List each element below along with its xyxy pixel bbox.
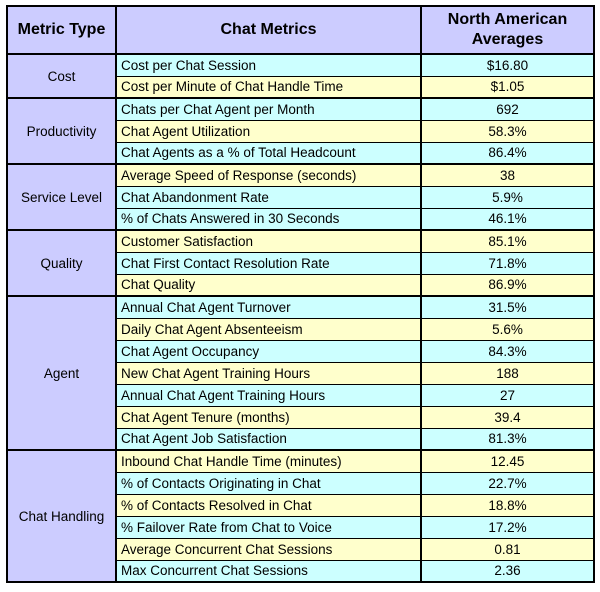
table-row: Chat Agent Occupancy 84.3% bbox=[7, 339, 595, 363]
table-row: % Failover Rate from Chat to Voice 17.2% bbox=[7, 515, 595, 539]
category-cell: Quality bbox=[6, 229, 117, 297]
value-cell: 2.36 bbox=[420, 559, 595, 583]
category-cell: Service Level bbox=[6, 163, 117, 231]
metric-cell: Average Speed of Response (seconds) bbox=[115, 163, 422, 187]
metric-cell: Chat Agent Utilization bbox=[115, 119, 422, 143]
metric-cell: New Chat Agent Training Hours bbox=[115, 361, 422, 385]
table-row: Max Concurrent Chat Sessions 2.36 bbox=[7, 559, 595, 583]
table-row: Chat Agent Utilization 58.3% bbox=[7, 119, 595, 143]
value-cell: $1.05 bbox=[420, 75, 595, 99]
metric-cell: % of Contacts Resolved in Chat bbox=[115, 493, 422, 517]
table-row: Agent Annual Chat Agent Turnover 31.5% bbox=[6, 295, 595, 451]
value-cell: 85.1% bbox=[420, 229, 595, 253]
table-row: Chat Agent Tenure (months) 39.4 bbox=[7, 405, 595, 429]
metric-cell: Cost per Chat Session bbox=[115, 53, 422, 77]
value-cell: 84.3% bbox=[420, 339, 595, 363]
header-row: Metric Type Chat Metrics North American … bbox=[6, 5, 595, 55]
table-row: Productivity Chats per Chat Agent per Mon… bbox=[6, 97, 595, 165]
table-row: Chat First Contact Resolution Rate 71.8% bbox=[7, 251, 595, 275]
value-cell: 58.3% bbox=[420, 119, 595, 143]
metric-cell: % of Contacts Originating in Chat bbox=[115, 471, 422, 495]
category-cell: Chat Handling bbox=[6, 449, 117, 583]
table-row: Cost Cost per Chat Session $16.80 bbox=[6, 53, 595, 99]
value-cell: 188 bbox=[420, 361, 595, 385]
category-cell: Agent bbox=[6, 295, 117, 451]
metric-cell: Chat Abandonment Rate bbox=[115, 185, 422, 209]
value-cell: 12.45 bbox=[420, 449, 595, 473]
value-cell: 17.2% bbox=[420, 515, 595, 539]
metric-cell: Chat First Contact Resolution Rate bbox=[115, 251, 422, 275]
value-cell: 692 bbox=[420, 97, 595, 121]
value-cell: 39.4 bbox=[420, 405, 595, 429]
metric-cell: % of Chats Answered in 30 Seconds bbox=[115, 207, 422, 231]
value-cell: 0.81 bbox=[420, 537, 595, 561]
value-cell: 81.3% bbox=[420, 427, 595, 451]
value-cell: 86.9% bbox=[420, 273, 595, 297]
header-north-american-averages: North American Averages bbox=[420, 5, 595, 55]
value-cell: 31.5% bbox=[420, 295, 595, 319]
category-cell: Productivity bbox=[6, 97, 117, 165]
metric-cell: Chat Quality bbox=[115, 273, 422, 297]
value-cell: 71.8% bbox=[420, 251, 595, 275]
metric-cell: Chat Agents as a % of Total Headcount bbox=[115, 141, 422, 165]
table-row: Quality Customer Satisfaction 85.1% bbox=[6, 229, 595, 297]
table-row: % of Contacts Resolved in Chat 18.8% bbox=[7, 493, 595, 517]
table-row: Daily Chat Agent Absenteeism 5.6% bbox=[7, 317, 595, 341]
value-cell: 38 bbox=[420, 163, 595, 187]
table-row: Chat Handling Inbound Chat Handle Time (m… bbox=[6, 449, 595, 583]
value-cell: 5.9% bbox=[420, 185, 595, 209]
table-row: % of Contacts Originating in Chat 22.7% bbox=[7, 471, 595, 495]
category-cell: Cost bbox=[6, 53, 117, 99]
header-metric-type: Metric Type bbox=[6, 5, 117, 55]
metric-cell: Chats per Chat Agent per Month bbox=[115, 97, 422, 121]
metric-cell: Chat Agent Job Satisfaction bbox=[115, 427, 422, 451]
value-cell: 86.4% bbox=[420, 141, 595, 165]
header-chat-metrics: Chat Metrics bbox=[115, 5, 422, 55]
metric-cell: Annual Chat Agent Turnover bbox=[115, 295, 422, 319]
table-row: % of Chats Answered in 30 Seconds 46.1% bbox=[7, 207, 595, 231]
metric-cell: Max Concurrent Chat Sessions bbox=[115, 559, 422, 583]
chat-metrics-table: Metric Type Chat Metrics North American … bbox=[6, 5, 595, 583]
metric-cell: Customer Satisfaction bbox=[115, 229, 422, 253]
metric-cell: % Failover Rate from Chat to Voice bbox=[115, 515, 422, 539]
table-row: Cost per Minute of Chat Handle Time $1.05 bbox=[7, 75, 595, 99]
value-cell: 46.1% bbox=[420, 207, 595, 231]
metric-cell: Inbound Chat Handle Time (minutes) bbox=[115, 449, 422, 473]
table-row: Chat Agents as a % of Total Headcount 86.… bbox=[7, 141, 595, 165]
metric-cell: Chat Agent Occupancy bbox=[115, 339, 422, 363]
metric-cell: Average Concurrent Chat Sessions bbox=[115, 537, 422, 561]
value-cell: 22.7% bbox=[420, 471, 595, 495]
value-cell: 5.6% bbox=[420, 317, 595, 341]
metric-cell: Chat Agent Tenure (months) bbox=[115, 405, 422, 429]
table-row: Chat Quality 86.9% bbox=[7, 273, 595, 297]
metric-cell: Cost per Minute of Chat Handle Time bbox=[115, 75, 422, 99]
metric-cell: Annual Chat Agent Training Hours bbox=[115, 383, 422, 407]
value-cell: $16.80 bbox=[420, 53, 595, 77]
table-row: Chat Agent Job Satisfaction 81.3% bbox=[7, 427, 595, 451]
table-row: Service Level Average Speed of Response (… bbox=[6, 163, 595, 231]
value-cell: 18.8% bbox=[420, 493, 595, 517]
value-cell: 27 bbox=[420, 383, 595, 407]
metric-cell: Daily Chat Agent Absenteeism bbox=[115, 317, 422, 341]
table-row: New Chat Agent Training Hours 188 bbox=[7, 361, 595, 385]
